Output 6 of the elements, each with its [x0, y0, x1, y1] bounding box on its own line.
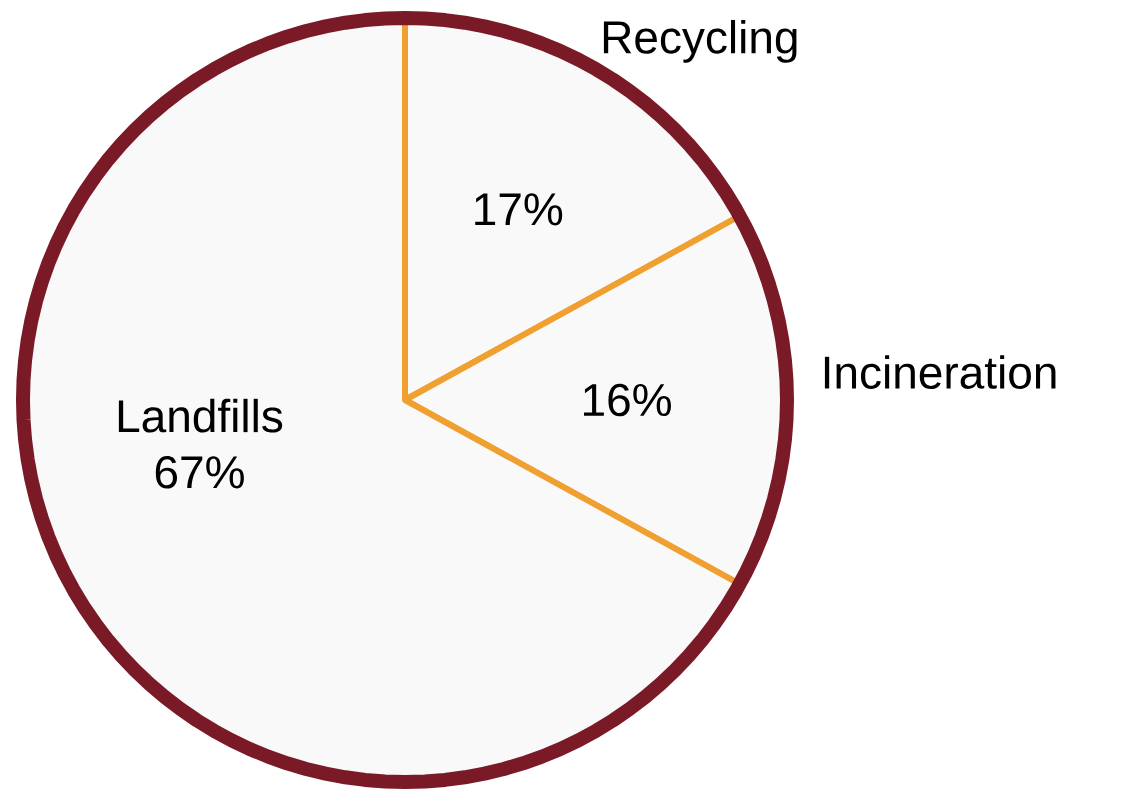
slice-label: Incineration — [824, 355, 1056, 389]
data-label: 16% — [584, 383, 671, 417]
slice-label: Landfills — [118, 398, 283, 433]
slice-label: Recycling — [603, 19, 797, 63]
data-label: 17% — [475, 193, 563, 226]
data-label: 67% — [155, 456, 244, 489]
